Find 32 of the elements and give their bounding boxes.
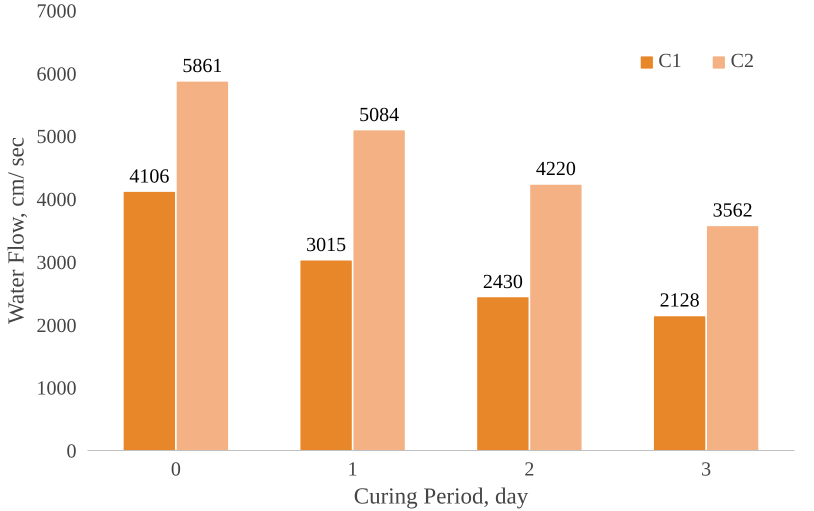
y-tick-label: 3000 [36,252,76,274]
data-label: 5861 [182,55,222,78]
data-label: 3562 [712,200,753,222]
bar [654,316,706,450]
data-label: 5084 [359,104,400,126]
x-tick-label: 1 [348,458,358,480]
data-label: 3015 [306,234,346,256]
data-label: 2430 [482,270,523,293]
y-axis-title: Water Flow, cm/ sec [4,136,28,324]
x-tick-label: 2 [524,458,534,480]
data-label: 2128 [660,290,700,312]
y-tick-label: 6000 [36,63,76,86]
x-tick-label: 0 [170,458,181,480]
y-tick-label: 1000 [36,378,76,400]
bar [300,260,352,450]
bar [706,226,758,450]
bar [477,297,529,450]
bar [176,82,228,450]
bar [124,192,176,450]
legend-label: C1 [658,50,682,73]
legend-label: C2 [730,50,754,73]
x-tick-label: 3 [701,458,712,480]
x-axis-title: Curing Period, day [354,484,529,508]
data-label: 4106 [129,165,170,188]
y-tick-label: 4000 [36,189,76,212]
y-tick-label: 7000 [36,0,76,22]
bar [530,184,582,450]
data-label: 4220 [536,158,576,180]
y-tick-label: 2000 [36,314,76,337]
bar [353,130,405,450]
y-tick-label: 0 [66,440,76,462]
y-tick-label: 5000 [36,126,76,148]
